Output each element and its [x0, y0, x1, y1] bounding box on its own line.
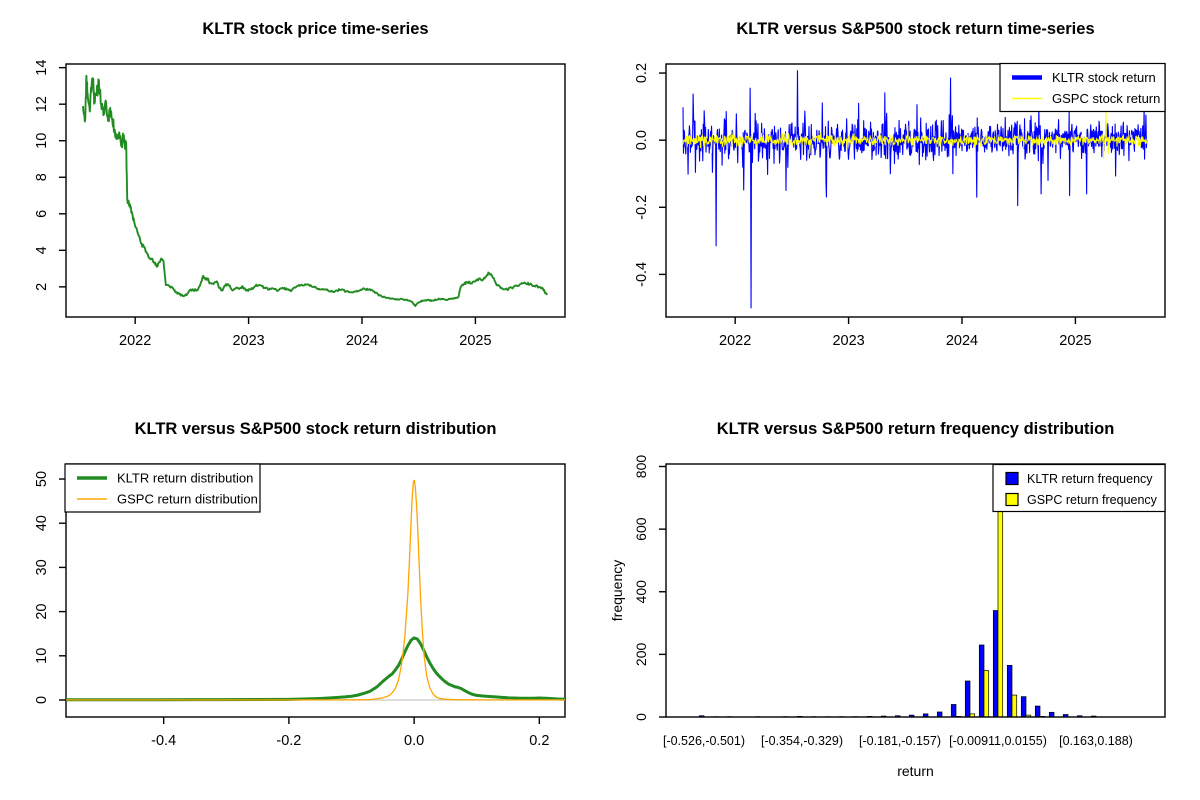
kltr-frequency-bar: [964, 680, 971, 718]
y-tick-label: 4: [34, 246, 50, 254]
panel-return-frequency: KLTR versus S&P500 return frequency dist…: [600, 400, 1200, 800]
legend-label: KLTR stock return: [1052, 70, 1156, 85]
y-tick-label: 6: [34, 210, 50, 218]
x-tick-label: -0.2: [276, 733, 301, 749]
legend-swatch: [1005, 492, 1019, 507]
x-tick-label: [0.163,0.188): [1059, 734, 1133, 748]
x-tick-label: 0.2: [529, 733, 549, 749]
return-distribution-chart: KLTR versus S&P500 stock return distribu…: [34, 420, 566, 749]
x-tick-label: 2025: [1059, 333, 1091, 349]
kltr-frequency-bar: [978, 644, 985, 718]
kltr-frequency-bar: [936, 711, 943, 718]
x-tick-label: 2022: [719, 333, 751, 349]
kltr-frequency-bar: [1006, 664, 1013, 718]
y-tick-label: 40: [34, 515, 50, 531]
gspc-frequency-bar: [983, 670, 990, 718]
y-tick-label: 30: [34, 559, 50, 575]
y-tick-label: 20: [34, 604, 50, 620]
y-tick-label: 600: [633, 517, 649, 541]
legend-box: [64, 463, 261, 513]
stock-price-chart: KLTR stock price time-series 24681012142…: [34, 20, 566, 349]
y-tick-label: 14: [34, 60, 50, 76]
legend-label: GSPC stock return: [1052, 91, 1160, 106]
kltr-frequency-bar: [1034, 705, 1041, 718]
y-tick-label: 2: [34, 283, 50, 291]
kltr-frequency-bar: [1020, 696, 1027, 718]
plot-area: 0 10 20 30 40 50 -0.4 -0.2 0.0 0.2 KLTR return dis…: [34, 463, 566, 749]
gspc-frequency-bar: [1011, 694, 1018, 718]
y-tick-label: 50: [34, 471, 50, 487]
kltr-stock-price-line: [82, 74, 548, 307]
plot-box: [65, 63, 566, 318]
return-frequency-chart: KLTR versus S&P500 return frequency dist…: [609, 420, 1166, 779]
chart-title: KLTR versus S&P500 stock return time-ser…: [736, 20, 1094, 38]
chart-title: KLTR stock price time-series: [202, 20, 428, 38]
legend-label: GSPC return distribution: [117, 492, 258, 507]
y-tick-label: -0.2: [634, 195, 650, 220]
y-tick-label: 0.2: [634, 63, 650, 83]
chart-title: KLTR versus S&P500 stock return distribu…: [135, 420, 497, 438]
plot-area: 0.2 0.0 -0.2 -0.4 2022 2023 2024 2025 KLTR stock…: [634, 62, 1166, 349]
panel-stock-price: KLTR stock price time-series 2 4 6 8 10 12 14 2…: [0, 0, 600, 400]
y-tick-label: 10: [34, 648, 50, 664]
legend-label: KLTR return distribution: [117, 471, 253, 486]
x-tick-label: [-0.354,-0.329): [761, 734, 843, 748]
x-tick-label: 2022: [119, 333, 151, 349]
plot-area: 2 4 6 8 10 12 14 2022 2023 2024 2025: [34, 60, 566, 349]
kltr-frequency-bar: [992, 610, 999, 718]
y-tick-label: 0: [34, 696, 50, 704]
chart-title: KLTR versus S&P500 return frequency dist…: [717, 420, 1115, 438]
legend-label: GSPC return frequency: [1027, 493, 1158, 507]
x-axis-label: return: [897, 763, 934, 779]
kltr-return-distribution-line: [66, 636, 566, 702]
y-tick-label: -0.4: [634, 262, 650, 287]
y-tick-label: 0.0: [634, 130, 650, 150]
panel-return-timeseries: KLTR versus S&P500 stock return time-ser…: [600, 0, 1200, 400]
plot-box: [665, 463, 1166, 718]
x-tick-label: 2025: [459, 333, 491, 349]
plot-area: 0 200 400 600 800 [-0.526,-0.501) [-0.354,-0.3…: [609, 455, 1166, 779]
panel-return-distribution: KLTR versus S&P500 stock return distribu…: [0, 400, 600, 800]
plot-box: [665, 63, 1166, 318]
y-tick-label: 0: [633, 713, 649, 721]
x-tick-label: 2023: [832, 333, 864, 349]
x-tick-label: 2023: [232, 333, 264, 349]
y-tick-label: 200: [633, 642, 649, 666]
y-tick-label: 8: [34, 173, 50, 181]
x-tick-label: 2024: [346, 333, 378, 349]
gspc-stock-return-line: [682, 107, 1148, 160]
plot-box: [65, 463, 566, 718]
x-tick-label: [-0.526,-0.501): [663, 734, 745, 748]
y-tick-label: 10: [34, 133, 50, 149]
gspc-frequency-bar: [997, 497, 1004, 718]
x-tick-label: 2024: [946, 333, 978, 349]
legend-box: [999, 62, 1166, 113]
x-tick-label: [-0.00911,0.0155): [949, 734, 1047, 748]
legend-label: KLTR return frequency: [1027, 472, 1153, 486]
x-tick-label: [-0.181,-0.157): [859, 734, 941, 748]
y-axis-label: frequency: [609, 560, 625, 621]
kltr-frequency-bar: [1048, 711, 1055, 718]
kltr-frequency-bar: [950, 704, 957, 718]
y-tick-label: 800: [633, 455, 649, 479]
x-tick-label: 0.0: [404, 733, 424, 749]
gspc-return-distribution-line: [66, 479, 565, 701]
legend-box: [992, 463, 1166, 513]
y-tick-label: 12: [34, 96, 50, 112]
legend-swatch: [1005, 471, 1019, 486]
x-tick-label: -0.4: [151, 733, 176, 749]
y-tick-label: 400: [633, 580, 649, 604]
return-timeseries-chart: KLTR versus S&P500 stock return time-ser…: [634, 20, 1166, 349]
